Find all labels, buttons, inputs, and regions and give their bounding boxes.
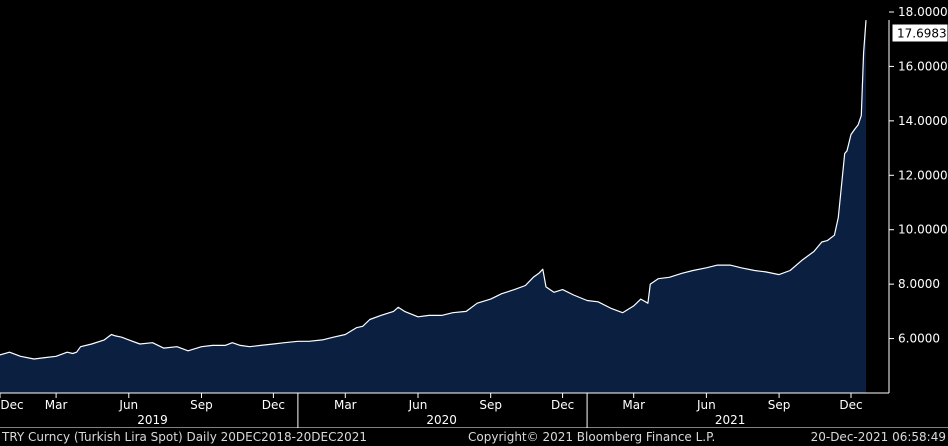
y-tick-label: 6.0000: [898, 332, 940, 346]
plot-area: [0, 20, 867, 393]
price-chart: 6.0000 8.0000 10.0000 12.0000 14.0000 16.0000…: [0, 5, 948, 428]
x-tick-label: Mar: [334, 398, 357, 412]
x-tick-label: Jun: [118, 398, 138, 412]
y-tick-label: 14.0000: [898, 114, 948, 128]
year-label: 2019: [137, 413, 168, 427]
y-tick-label: 12.0000: [898, 168, 948, 182]
y-tick-label: 16.0000: [898, 59, 948, 73]
x-tick-label: Mar: [45, 398, 68, 412]
x-tick-label: Dec: [839, 398, 862, 412]
x-tick-label: Sep: [190, 398, 213, 412]
last-value-label: 17.6983: [897, 27, 947, 41]
x-tick-label: Sep: [479, 398, 502, 412]
year-label: 2021: [715, 413, 746, 427]
y-tick-label: 8.0000: [898, 277, 940, 291]
x-tick-label: Dec: [551, 398, 574, 412]
timestamp: 20-Dec-2021 06:58:49: [810, 430, 946, 444]
x-tick-label: Sep: [768, 398, 791, 412]
ticker-description: TRY Curncy (Turkish Lira Spot) Daily 20D…: [2, 430, 367, 444]
x-tick-label: Dec: [0, 398, 23, 412]
axes: 6.0000 8.0000 10.0000 12.0000 14.0000 16.0000…: [0, 5, 948, 428]
x-tick-label: Dec: [262, 398, 285, 412]
x-tick-label: Mar: [622, 398, 645, 412]
year-label: 2020: [426, 413, 457, 427]
x-tick-label: Jun: [408, 398, 428, 412]
last-value-box: [891, 23, 948, 43]
series-line: [0, 20, 867, 360]
y-tick-label: 18.0000: [898, 5, 948, 19]
y-tick-label: 10.0000: [898, 223, 948, 237]
x-tick-label: Jun: [696, 398, 716, 412]
area-fill: [0, 20, 866, 393]
copyright-text: Copyright© 2021 Bloomberg Finance L.P.: [468, 430, 716, 444]
chart-footer: TRY Curncy (Turkish Lira Spot) Daily 20D…: [0, 428, 948, 446]
